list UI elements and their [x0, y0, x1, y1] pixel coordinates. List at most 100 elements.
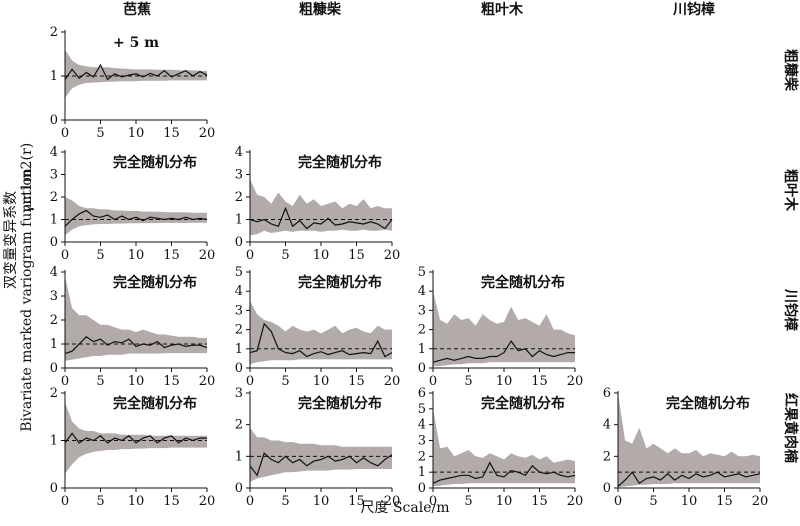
y-tick-label: 1	[50, 69, 58, 84]
observed-line	[64, 336, 208, 355]
y-tick-label: 3	[50, 168, 58, 183]
y-tick-label: 1	[50, 337, 58, 352]
x-tick-label: 20	[384, 494, 401, 509]
y-tick-label: 5	[235, 265, 243, 280]
y-axis-label-symbol: γm1m2(r)	[19, 143, 35, 213]
x-tick-label: 5	[464, 374, 472, 389]
y-tick-label: 0	[235, 481, 243, 496]
envelope-band	[65, 402, 207, 474]
observed-line	[432, 461, 576, 484]
observed-line	[64, 432, 207, 444]
column-title-3: 粗叶木	[481, 1, 524, 18]
y-tick-label: 0	[235, 235, 243, 250]
x-tick-label: 10	[496, 494, 513, 509]
y-tick-label: 0	[603, 481, 611, 496]
panel-annotation: 完全随机分布	[481, 395, 565, 412]
envelope-band	[433, 408, 575, 487]
x-tick-label: 20	[384, 374, 401, 389]
y-tick-label: 6	[603, 386, 611, 401]
observed-line	[432, 340, 575, 363]
y-tick-label: 1	[418, 465, 426, 480]
y-tick-label: 3	[418, 434, 426, 449]
y-tick-label: 3	[50, 289, 58, 304]
y-tick-label: 2	[50, 313, 58, 328]
x-tick-label: 5	[96, 248, 104, 263]
x-tick-label: 5	[96, 494, 104, 509]
x-tick-label: 0	[61, 374, 69, 389]
envelope-band	[250, 427, 392, 482]
panel-annotation: 完全随机分布	[666, 395, 750, 412]
y-axis-label-cn: 双变量变异系数	[3, 191, 19, 289]
panel-annotation: 完全随机分布	[113, 395, 197, 412]
y-tick-label: 1	[50, 434, 58, 449]
x-tick-label: 0	[61, 126, 69, 141]
x-tick-label: 10	[128, 494, 145, 509]
y-tick-label: 2	[418, 323, 426, 338]
x-tick-label: 5	[96, 126, 104, 141]
y-tick-label: 0	[50, 361, 58, 376]
column-titles: 芭蕉 粗糠柴 粗叶木 川钧樟	[123, 1, 715, 18]
x-tick-label: 15	[163, 248, 180, 263]
panel-3-2: 0 5 10 15 20 0 1 2 3 4 5 完全随机分布	[235, 265, 401, 389]
x-tick-label: 10	[313, 248, 330, 263]
y-tick-label: 4	[50, 145, 58, 160]
x-tick-label: 15	[348, 494, 365, 509]
x-tick-label: 15	[163, 374, 180, 389]
y-axis-label-en: Bivariate marked variogram function	[19, 168, 35, 432]
column-title-2: 粗糠柴	[299, 1, 342, 18]
panel-3-1: 0 5 10 15 20 0 1 2 3 4 完全随机分布	[50, 265, 216, 389]
x-tick-label: 20	[199, 248, 216, 263]
y-tick-label: 5	[418, 265, 426, 280]
row-title-2: 粗叶木	[782, 169, 799, 212]
envelope-band	[250, 179, 392, 236]
panel-2-2: 0 5 10 15 20 0 1 2 3 4 完全随机分布	[235, 145, 401, 263]
y-tick-label: 5	[418, 402, 426, 417]
x-tick-label: 20	[752, 494, 769, 509]
panel-1-1: 0 5 10 15 20 0 1 2 + 5 m	[50, 25, 216, 141]
y-tick-label: 2	[50, 25, 58, 40]
x-tick-label: 20	[567, 374, 584, 389]
row-titles: 粗糠柴 粗叶木 川钧樟 红果黄肉楠	[782, 49, 799, 463]
panel-2-1: 0 5 10 15 20 0 1 2 3 4 完全随机分布	[50, 145, 216, 263]
x-tick-label: 20	[199, 494, 216, 509]
observed-line	[249, 452, 393, 477]
y-tick-label: 4	[418, 284, 426, 299]
y-tick-label: 4	[235, 145, 243, 160]
observed-line	[249, 206, 393, 230]
panel-annotation: 完全随机分布	[113, 274, 197, 291]
y-tick-label: 4	[603, 418, 611, 433]
x-tick-label: 15	[531, 494, 548, 509]
x-axis-label: 尺度 Scale/m	[361, 500, 450, 516]
x-tick-label: 15	[163, 494, 180, 509]
x-tick-label: 10	[313, 374, 330, 389]
y-tick-label: 2	[235, 190, 243, 205]
y-tick-label: 2	[50, 386, 58, 401]
y-tick-label: 1	[235, 342, 243, 357]
x-tick-label: 0	[61, 494, 69, 509]
x-tick-label: 0	[246, 374, 254, 389]
x-tick-label: 5	[649, 494, 657, 509]
observed-line	[64, 209, 208, 227]
y-tick-label: 0	[418, 361, 426, 376]
panel-annotation: 完全随机分布	[481, 274, 565, 291]
y-tick-label: 0	[418, 481, 426, 496]
y-tick-label: 2	[50, 190, 58, 205]
y-tick-label: 4	[50, 265, 58, 280]
x-tick-label: 10	[313, 494, 330, 509]
y-tick-label: 1	[418, 342, 426, 357]
y-tick-label: 1	[235, 449, 243, 464]
x-tick-label: 5	[281, 374, 289, 389]
x-tick-label: 10	[128, 126, 145, 141]
x-tick-label: 0	[61, 248, 69, 263]
x-tick-label: 10	[128, 374, 145, 389]
panel-3-3: 0 5 10 15 20 0 1 2 3 4 5 完全随机分布	[418, 265, 584, 389]
x-tick-label: 10	[496, 374, 513, 389]
y-tick-label: 1	[50, 213, 58, 228]
panel-annotation: 完全随机分布	[113, 154, 197, 171]
x-tick-label: 5	[281, 248, 289, 263]
y-tick-label: 3	[235, 386, 243, 401]
y-tick-label: 0	[50, 235, 58, 250]
row-title-4: 红果黄肉楠	[782, 393, 799, 463]
y-tick-label: 3	[235, 303, 243, 318]
